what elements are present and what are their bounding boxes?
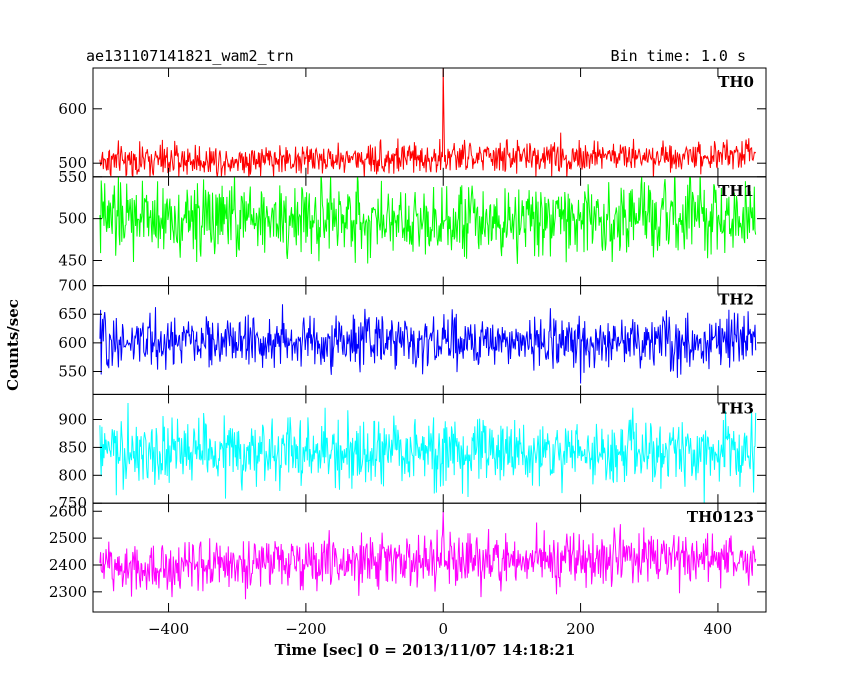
series-line-th0123	[99, 511, 757, 600]
y-tick-label: 550	[58, 362, 87, 380]
panel-th1: 450 500 550 TH1	[58, 168, 767, 287]
y-tick-label: 600	[58, 100, 87, 118]
series-line-th1	[99, 176, 757, 264]
x-axis: −400 −200 0 200 400	[148, 620, 732, 638]
panel-label-th1: TH1	[718, 182, 754, 200]
y-tick-label: 650	[58, 305, 87, 323]
panel-label-th0: TH0	[718, 73, 754, 91]
y-tick-label: 2600	[49, 502, 87, 520]
x-tick-label: 200	[566, 620, 595, 638]
y-tick-label: 500	[58, 154, 87, 172]
panel-th0123: 2300 2400 2500 2600 TH0123	[49, 502, 767, 613]
chart-title: ae131107141821_wam2_trn	[86, 47, 294, 65]
panel-label-th2: TH2	[718, 291, 754, 309]
y-tick-label: 2300	[49, 583, 87, 601]
series-line-th2	[99, 304, 757, 384]
x-tick-label: −200	[285, 620, 326, 638]
panel-th2: 550 600 650 700 TH2	[58, 277, 767, 395]
x-tick-label: 400	[704, 620, 733, 638]
y-tick-label: 2400	[49, 556, 87, 574]
y-tick-label: 700	[58, 277, 87, 295]
x-axis-label: Time [sec] 0 = 2013/11/07 14:18:21	[275, 641, 576, 659]
panel-th3: 750 800 850 900 TH3	[58, 393, 767, 512]
series-line-th0	[99, 68, 757, 177]
panel-frame	[92, 502, 767, 613]
y-tick-label: 550	[58, 168, 87, 186]
panels-group: 500600TH0450500550TH1550600650700TH27508…	[49, 67, 767, 613]
y-tick-label: 500	[58, 210, 87, 228]
x-tick-label: 0	[438, 620, 448, 638]
panel-label-th3: TH3	[718, 399, 754, 417]
y-tick-label: 750	[58, 494, 87, 512]
y-tick-label: 850	[58, 438, 87, 456]
panel-th0: 500 600 TH0	[58, 67, 767, 178]
y-tick-label: 800	[58, 466, 87, 484]
series-line-th3	[99, 402, 757, 504]
panel-label-th0123: TH0123	[687, 508, 754, 526]
y-tick-label: 900	[58, 411, 87, 429]
y-tick-label: 450	[58, 251, 87, 269]
x-tick-label: −400	[148, 620, 189, 638]
y-tick-label: 2500	[49, 529, 87, 547]
y-axis-label: Counts/sec	[4, 299, 22, 391]
y-tick-label: 600	[58, 334, 87, 352]
bin-time-label: Bin time: 1.0 s	[611, 47, 746, 65]
